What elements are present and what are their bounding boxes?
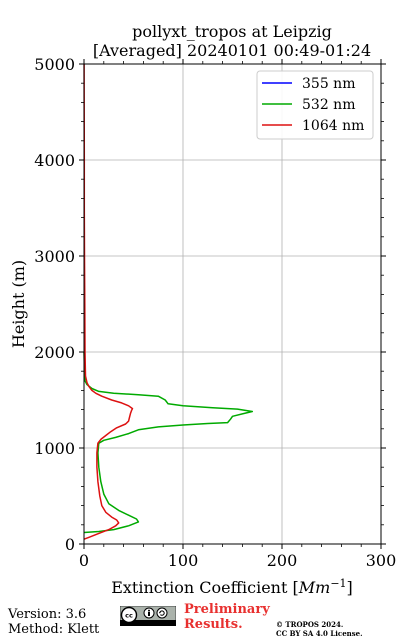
legend-box: [256, 70, 374, 140]
legend-label: 532 nm: [302, 97, 355, 113]
x-tick-label: 200: [267, 551, 298, 570]
method-text: Method: Klett: [8, 622, 100, 637]
series-lines: [83, 63, 254, 540]
y-tick-labels: 0 1000 2000 3000 4000 5000: [34, 55, 75, 554]
x-tick-label: 300: [366, 551, 397, 570]
y-tick-label: 5000: [34, 55, 75, 74]
ticks: [79, 59, 386, 549]
axes-frame: [83, 63, 382, 545]
series-line-532-nm: [83, 351, 254, 534]
legend-label: 355 nm: [302, 76, 355, 92]
x-tick-label: 0: [79, 551, 89, 570]
copyright-line-1: © TROPOS 2024.: [276, 620, 344, 629]
chart-title-line-2: [Averaged] 20240101 00:49-01:24: [92, 41, 372, 60]
y-tick-label: 0: [65, 535, 75, 554]
y-axis-label: Height (m): [9, 260, 28, 348]
legend: 355 nm 532 nm 1064 nm: [256, 70, 374, 140]
preliminary-line-2: Results.: [184, 617, 243, 632]
preliminary-line-1: Preliminary: [184, 602, 270, 617]
x-tick-labels: 0 100 200 300: [79, 551, 396, 570]
y-tick-label: 4000: [34, 151, 75, 170]
y-tick-label: 3000: [34, 247, 75, 266]
copyright-line-2: CC BY SA 4.0 License.: [276, 629, 363, 638]
series-line-1064-nm: [83, 63, 134, 540]
x-tick-label: 100: [168, 551, 199, 570]
legend-label: 1064 nm: [302, 118, 364, 134]
preliminary-results-notice: Preliminary Results.: [184, 602, 270, 632]
chart-title-line-1: pollyxt_tropos at Leipzig: [132, 22, 332, 41]
extinction-profile-chart: 0 100 200 300 0 1000 2000 3000 4000 5000 Extinct…: [9, 55, 396, 597]
cc-by-sa-icon: cc: [120, 606, 176, 626]
copyright-notice: © TROPOS 2024. CC BY SA 4.0 License.: [276, 620, 363, 638]
version-text: Version: 3.6: [8, 607, 87, 622]
svg-text:cc: cc: [125, 612, 133, 620]
y-tick-label: 2000: [34, 343, 75, 362]
y-tick-label: 1000: [34, 439, 75, 458]
x-axis-label: Extinction Coefficient [Mm−1]: [111, 577, 353, 597]
